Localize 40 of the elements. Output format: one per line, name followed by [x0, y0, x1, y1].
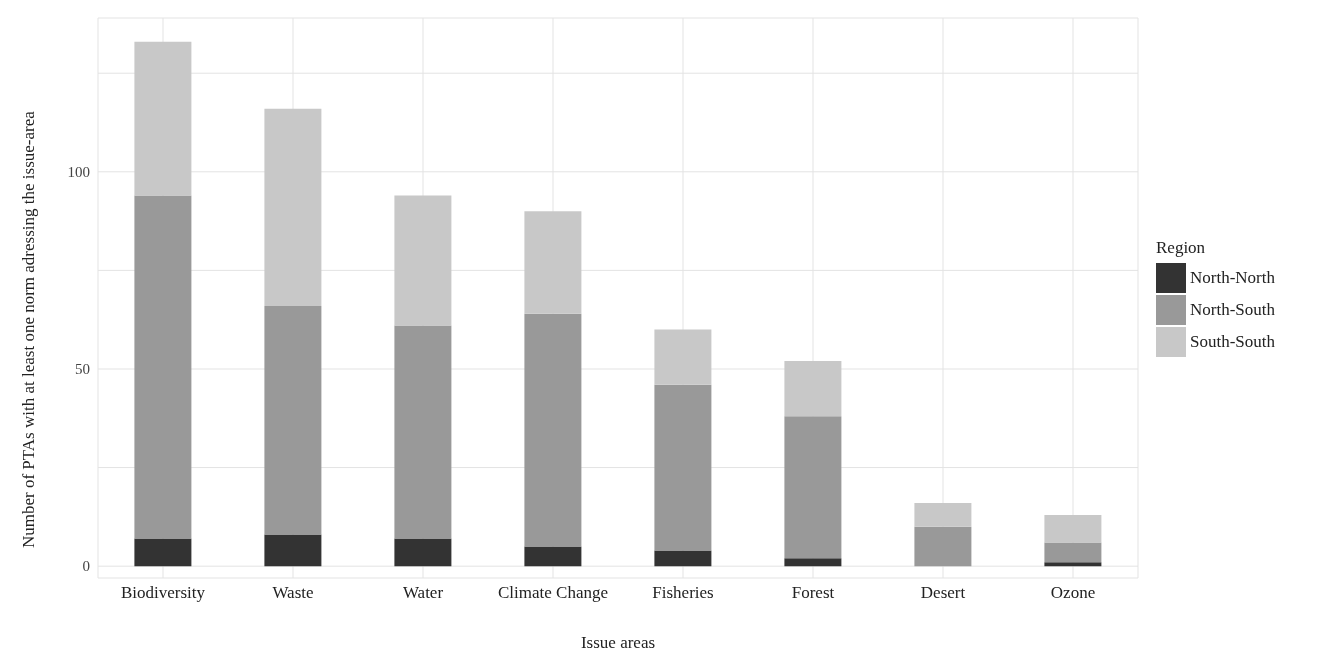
bar [784, 361, 842, 417]
bar [1044, 562, 1102, 567]
bar [784, 416, 842, 559]
bar [654, 550, 712, 567]
y-tick-label: 100 [67, 164, 90, 181]
y-tick-label: 50 [75, 361, 90, 378]
bar [654, 329, 712, 385]
bar [914, 526, 972, 567]
bar [784, 558, 842, 567]
bar [914, 503, 972, 527]
bar [1044, 514, 1102, 543]
legend-title: Region [1156, 238, 1207, 258]
x-tick-label: Climate Change [497, 583, 609, 603]
legend-label: North-South [1190, 300, 1275, 320]
x-tick-label: Waste [272, 583, 314, 603]
bar [264, 305, 322, 535]
x-tick-label: Biodiversity [120, 583, 206, 603]
bar [394, 195, 452, 326]
bar [134, 195, 192, 539]
bar [394, 325, 452, 539]
bar [134, 41, 192, 196]
legend-label: North-North [1190, 268, 1275, 288]
x-tick-label: Water [402, 583, 444, 603]
y-axis-title: Number of PTAs with at least one norm adressing the issue-area [19, 110, 39, 548]
legend-label: South-South [1190, 332, 1276, 352]
bar [1044, 542, 1102, 563]
bar [264, 534, 322, 567]
bar [524, 313, 582, 547]
bar [524, 546, 582, 567]
bar [134, 538, 192, 567]
x-tick-label: Forest [791, 583, 835, 603]
x-tick-label: Fisheries [652, 583, 714, 603]
x-axis-title: Issue areas [580, 633, 656, 652]
y-tick-label: 0 [82, 558, 90, 575]
bar [524, 211, 582, 314]
bar [264, 108, 322, 306]
x-tick-label: Ozone [1050, 583, 1096, 603]
bar [394, 538, 452, 567]
bar [654, 384, 712, 551]
x-tick-label: Desert [920, 583, 966, 603]
